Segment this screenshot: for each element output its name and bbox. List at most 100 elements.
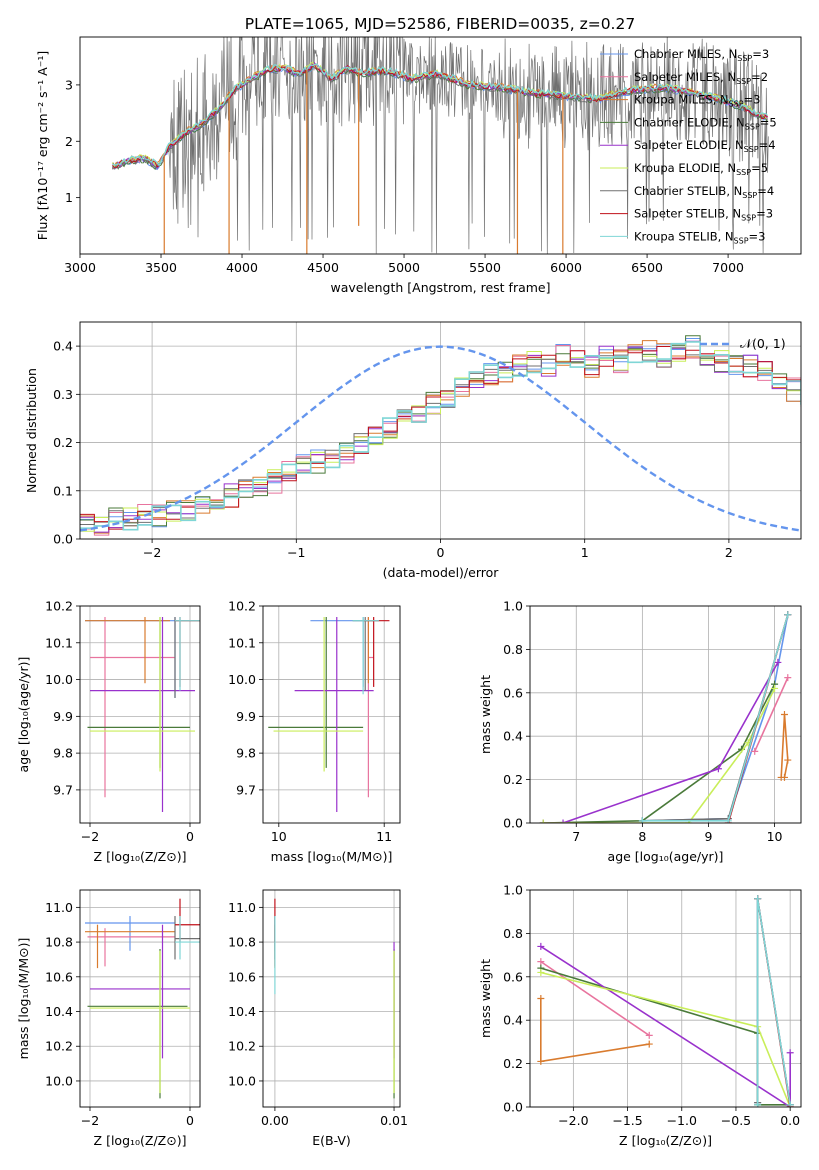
mass_vs_ebv-marks [274,898,395,1099]
legend: Chabrier MILES, NSSP=3 Salpeter MILES, NS… [600,47,777,245]
weight-line-chabrier_stelib [642,614,789,822]
weight-marker-salpeter_elodie [714,765,722,773]
x-tick-label: −1 [287,545,305,560]
x-tick-label: 3000 [64,260,96,275]
weight-marker-kroupa_stelib [638,817,646,823]
x-tick-label: 0 [186,1113,194,1128]
weight-marker-salpeter_elodie [559,819,567,823]
weight-line-kroupa_miles [780,714,789,778]
x-tick-label: 3500 [145,260,177,275]
y-axis-label: mass weight [478,675,493,754]
y-tick-label: 1.0 [503,599,523,614]
y-tick-label: 0.0 [503,816,523,831]
weight-marker-kroupa_miles [537,995,545,1002]
y-tick-label: 9.8 [236,746,256,761]
y-tick-label: 10.1 [228,635,256,650]
histogram-salpeter_stelib [80,346,801,530]
x-axis-label: (data-model)/error [383,565,500,580]
weight-line-salpeter_miles [753,677,789,752]
x-tick-label: 9 [704,829,712,844]
weight-marker-salpeter_miles [537,958,545,966]
y-tick-label: 3 [65,77,73,92]
weight-marker-kroupa_miles [784,756,792,764]
x-tick-label: 5000 [388,260,420,275]
y-tick-label: 10.4 [45,1004,73,1019]
x-axis-label: Z [log₁₀(Z/Z⊙)] [94,1133,187,1148]
observed-spectrum-line [112,37,769,254]
y-tick-label: 0.8 [503,642,523,657]
x-tick-label: 0 [437,545,445,560]
x-tick-label: 5500 [469,260,501,275]
weight-marker-salpeter_elodie [537,942,545,950]
y-tick-label: 10.8 [228,935,256,950]
x-tick-label: 0.0 [780,1113,800,1128]
weight-marker-kroupa_elodie [771,684,779,692]
x-tick-label: −2 [81,1113,99,1128]
weight-line-kroupa_miles [540,998,650,1063]
y-tick-label: 9.7 [53,782,73,797]
figure-title: PLATE=1065, MJD=52586, FIBERID=0035, z=0… [245,15,635,33]
y-tick-label: 0.3 [53,387,73,402]
y-axis-label: Normed distribution [24,368,39,493]
y-tick-label: 9.9 [53,709,73,724]
histogram-kroupa_miles [80,340,801,534]
y-tick-label: 9.8 [53,746,73,761]
residuals-panel: 𝒩(0, 1) −2 −1 0 1 2 0.0 0.1 0.2 0.3 0.4 (data-model… [24,321,802,580]
x-tick-label: −2 [81,829,99,844]
weight-marker-kroupa_miles [645,1040,653,1048]
legend-label-salpeter_miles: Salpeter MILES, NSSP=2 [634,70,768,86]
y-tick-label: 10.6 [228,969,256,984]
model-line-chabrier_stelib [112,64,768,170]
weight-marker-kroupa_miles [780,773,788,781]
weight-marker-kroupa_stelib [784,611,792,619]
x-tick-label: 7 [572,829,580,844]
x-tick-label: 1 [581,545,589,560]
y-tick-label: 10.0 [45,1073,73,1088]
gaussian-curve [80,345,801,532]
y-axis-label: age [log₁₀(age/yr)] [16,657,31,773]
axes-frame [262,605,401,824]
y-tick-label: 10.8 [45,935,73,950]
age_vs_mass-marks [268,617,390,812]
age_vs_Z-panel: −2 0 9.7 9.8 9.9 10.0 10.1 10.2 Z [log₁₀(Z/Z⊙)] a… [16,599,201,864]
weight-marker-kroupa_stelib [754,895,762,903]
axes-frame [262,889,401,1108]
axes-frame [79,605,201,824]
weight-marker-salpeter_miles [784,674,792,682]
weight-line-chabrier_elodie [540,967,791,1106]
y-tick-label: 10.2 [228,1039,256,1054]
weight-marker-kroupa_miles [537,1057,545,1065]
weight-marker-kroupa_miles [780,711,788,718]
mass_weight_vs_Z-panel: −2.0 −1.5 −1.0 −0.5 0.0 0.0 0.2 0.4 0.6 0.8 1.0 Z [… [478,883,802,1148]
legend-label-chabrier_elodie: Chabrier ELODIE, NSSP=5 [634,115,777,131]
histogram-chabrier_stelib [80,347,801,527]
y-tick-label: 10.0 [228,1073,256,1088]
y-tick-label: 0.8 [503,926,523,941]
x-axis-label: mass [log₁₀(M/M⊙)] [271,849,393,864]
y-tick-label: 10.4 [228,1004,256,1019]
y-tick-label: 10.0 [45,672,73,687]
legend-label-chabrier_stelib: Chabrier STELIB, NSSP=4 [634,184,774,200]
y-tick-label: 0.4 [503,729,523,744]
y-axis-label: mass [log₁₀(M/M⊙)] [16,938,31,1060]
x-tick-label: 0.01 [380,1113,408,1128]
weight-line-salpeter_elodie [540,945,791,1107]
x-tick-label: −2.0 [558,1113,588,1128]
x-tick-label: 11 [376,829,392,844]
axes-frame [529,889,802,1108]
axes-frame [79,36,802,255]
legend-label-salpeter_stelib: Salpeter STELIB, NSSP=3 [634,207,773,223]
x-axis-label: age [log₁₀(age/yr)] [608,849,724,864]
model-line-kroupa_stelib [112,63,769,167]
x-axis-label: Z [log₁₀(Z/Z⊙)] [619,1133,712,1148]
histogram-kroupa_stelib [80,341,801,531]
x-tick-label: 4000 [226,260,258,275]
y-tick-label: 10.2 [45,1039,73,1054]
legend-label-gaussian: 𝒩(0, 1) [740,336,786,351]
mass_vs_Z-marks [85,898,200,1099]
x-tick-label: 2 [725,545,733,560]
x-axis-label: Z [log₁₀(Z/Z⊙)] [94,849,187,864]
x-tick-label: −1.0 [667,1113,697,1128]
y-tick-label: 0.4 [503,1013,523,1028]
y-tick-label: 10.2 [228,599,256,614]
